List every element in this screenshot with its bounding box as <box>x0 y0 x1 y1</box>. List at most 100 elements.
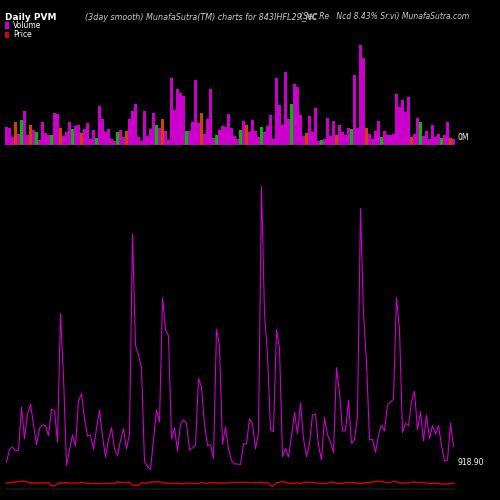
Bar <box>227 114 230 145</box>
Bar <box>143 111 146 145</box>
Bar <box>155 124 158 145</box>
Bar <box>179 93 182 145</box>
Bar <box>53 114 56 145</box>
Bar <box>359 45 362 145</box>
Bar <box>248 132 251 145</box>
Bar <box>188 131 191 145</box>
Bar <box>314 108 317 145</box>
Bar <box>350 130 353 145</box>
Bar <box>386 134 389 145</box>
Bar <box>323 138 326 145</box>
Text: Volume: Volume <box>13 21 42 30</box>
Bar <box>29 125 32 145</box>
Bar <box>158 128 161 145</box>
Bar <box>428 139 431 145</box>
Bar <box>221 126 224 145</box>
Bar <box>431 125 434 145</box>
Bar <box>146 136 149 145</box>
Bar <box>14 122 17 145</box>
Bar <box>212 138 215 145</box>
Bar <box>68 122 71 145</box>
Bar <box>245 125 248 145</box>
Bar <box>230 128 233 145</box>
Bar <box>356 128 359 145</box>
Bar <box>149 128 152 145</box>
Bar <box>443 135 446 145</box>
Bar <box>137 136 140 145</box>
Bar <box>260 128 263 145</box>
Bar <box>176 88 179 145</box>
Bar <box>335 136 338 145</box>
Bar <box>320 140 323 145</box>
Bar <box>218 130 221 145</box>
Bar <box>434 136 437 145</box>
Bar <box>257 137 260 145</box>
Bar <box>116 132 119 145</box>
Bar <box>389 135 392 145</box>
Bar <box>20 120 23 145</box>
Bar <box>110 138 113 145</box>
Bar <box>62 136 65 145</box>
Bar <box>254 130 257 145</box>
Bar <box>80 133 83 145</box>
Bar <box>317 140 320 145</box>
Bar <box>185 131 188 145</box>
Bar <box>170 78 173 145</box>
Bar <box>290 104 293 145</box>
Bar <box>251 120 254 145</box>
Bar <box>11 138 14 145</box>
Bar <box>278 104 281 145</box>
Bar <box>452 139 455 145</box>
Bar <box>410 137 413 145</box>
Bar <box>446 122 449 145</box>
Bar <box>239 130 242 145</box>
Bar <box>173 110 176 145</box>
Bar <box>449 138 452 145</box>
Bar <box>161 119 164 145</box>
Bar <box>233 136 236 145</box>
Bar <box>368 134 371 145</box>
Bar <box>167 140 170 145</box>
Bar <box>437 134 440 145</box>
Bar <box>206 120 209 145</box>
Bar <box>32 130 35 145</box>
Bar <box>353 76 356 145</box>
Bar <box>341 132 344 145</box>
Bar <box>338 126 341 145</box>
Bar <box>263 132 266 145</box>
Bar <box>242 121 245 145</box>
Bar <box>308 116 311 145</box>
Bar <box>182 96 185 145</box>
Bar <box>8 128 11 145</box>
Bar <box>365 128 368 145</box>
Bar <box>311 132 314 145</box>
Bar <box>236 140 239 145</box>
Bar <box>164 131 167 145</box>
Bar <box>416 118 419 145</box>
Bar <box>269 114 272 145</box>
Bar <box>134 104 137 145</box>
Bar <box>296 86 299 145</box>
Bar <box>377 120 380 145</box>
Bar <box>407 96 410 145</box>
Bar <box>71 129 74 145</box>
Bar <box>380 138 383 145</box>
Bar <box>398 107 401 145</box>
Bar <box>224 127 227 145</box>
Bar <box>5 128 8 145</box>
Bar <box>332 121 335 145</box>
Bar <box>413 134 416 145</box>
Bar <box>140 140 143 145</box>
Bar <box>89 139 92 145</box>
Bar <box>344 134 347 145</box>
Bar <box>203 134 206 145</box>
Bar <box>38 140 41 145</box>
Bar <box>362 58 365 145</box>
Bar <box>50 136 53 145</box>
Bar <box>104 132 107 145</box>
Bar <box>92 130 95 145</box>
Bar <box>86 123 89 145</box>
Text: 0M: 0M <box>457 134 468 142</box>
Bar <box>293 84 296 145</box>
Bar <box>44 133 47 145</box>
